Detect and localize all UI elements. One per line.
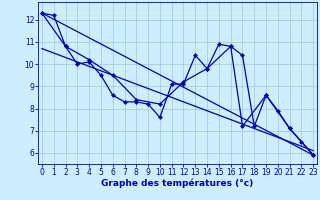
X-axis label: Graphe des températures (°c): Graphe des températures (°c) [101, 179, 254, 188]
